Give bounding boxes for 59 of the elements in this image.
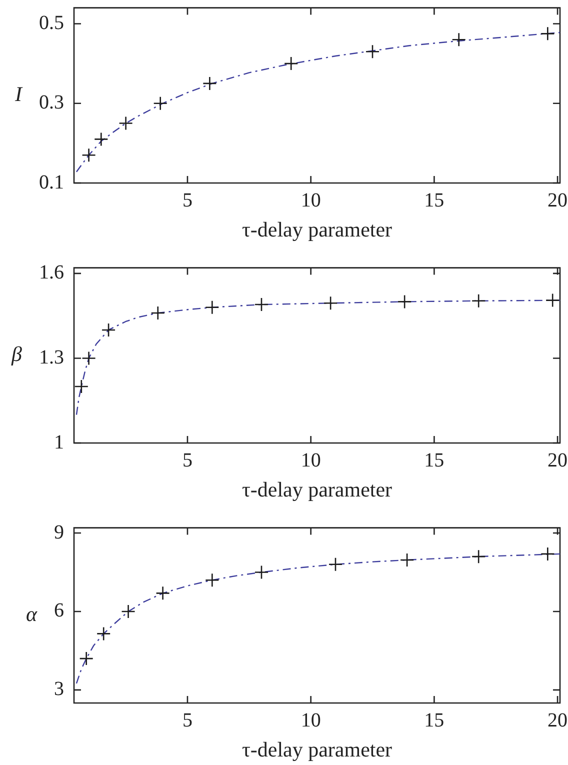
- point: [328, 557, 343, 572]
- x-axis-title: τ-delay parameter: [242, 478, 392, 502]
- line-series: [76, 553, 560, 684]
- y-tick-label: 1.6: [39, 262, 64, 284]
- x-tick-label: 5: [182, 709, 192, 732]
- point: [545, 293, 560, 308]
- y-tick-label: 6: [54, 600, 64, 622]
- y-tick-label: 3: [54, 678, 64, 700]
- point: [471, 549, 486, 564]
- x-tick-label: 15: [424, 709, 444, 732]
- x-tick-label: 5: [182, 449, 192, 472]
- y-tick-label: 9: [54, 521, 64, 544]
- point: [471, 294, 486, 308]
- point: [205, 572, 220, 588]
- x-tick-label: 10: [300, 449, 321, 472]
- x-tick-label: 15: [424, 189, 444, 212]
- point: [118, 116, 133, 130]
- point: [153, 96, 168, 111]
- y-axis-title: α: [26, 602, 38, 626]
- point: [205, 300, 220, 315]
- point: [540, 546, 555, 562]
- line-series: [76, 32, 560, 172]
- x-tick-label: 20: [548, 449, 568, 472]
- point: [400, 552, 414, 568]
- point: [82, 148, 96, 162]
- x-tick-label: 20: [548, 709, 568, 732]
- point: [365, 44, 380, 59]
- x-tick-label: 10: [300, 189, 321, 212]
- point: [94, 132, 108, 146]
- x-tick-label: 20: [548, 189, 568, 212]
- point: [101, 322, 116, 338]
- point: [254, 565, 269, 580]
- point: [96, 626, 111, 641]
- point: [74, 379, 89, 394]
- point: [79, 651, 94, 666]
- x-tick-label: 5: [182, 189, 192, 212]
- y-axis-title: β: [10, 342, 23, 366]
- y-tick-label: 1: [54, 431, 64, 454]
- y-tick-label: 0.3: [39, 92, 64, 114]
- y-tick-label: 0.1: [39, 171, 64, 194]
- line-series: [76, 300, 560, 416]
- x-tick-label: 10: [300, 709, 321, 732]
- point: [452, 32, 466, 47]
- point: [323, 296, 338, 310]
- point: [150, 306, 166, 320]
- y-tick-label: 1.3: [39, 346, 64, 368]
- x-tick-label: 15: [424, 449, 444, 472]
- point: [202, 76, 217, 91]
- point: [284, 56, 298, 71]
- point: [156, 586, 170, 600]
- point: [540, 26, 555, 41]
- point: [397, 294, 412, 309]
- point: [121, 604, 136, 619]
- y-axis-title: I: [14, 82, 23, 106]
- x-axis-title: τ-delay parameter: [242, 738, 392, 762]
- point: [82, 351, 96, 366]
- x-axis-title: τ-delay parameter: [242, 218, 392, 242]
- point: [254, 297, 269, 312]
- y-tick-label: 0.5: [39, 12, 64, 34]
